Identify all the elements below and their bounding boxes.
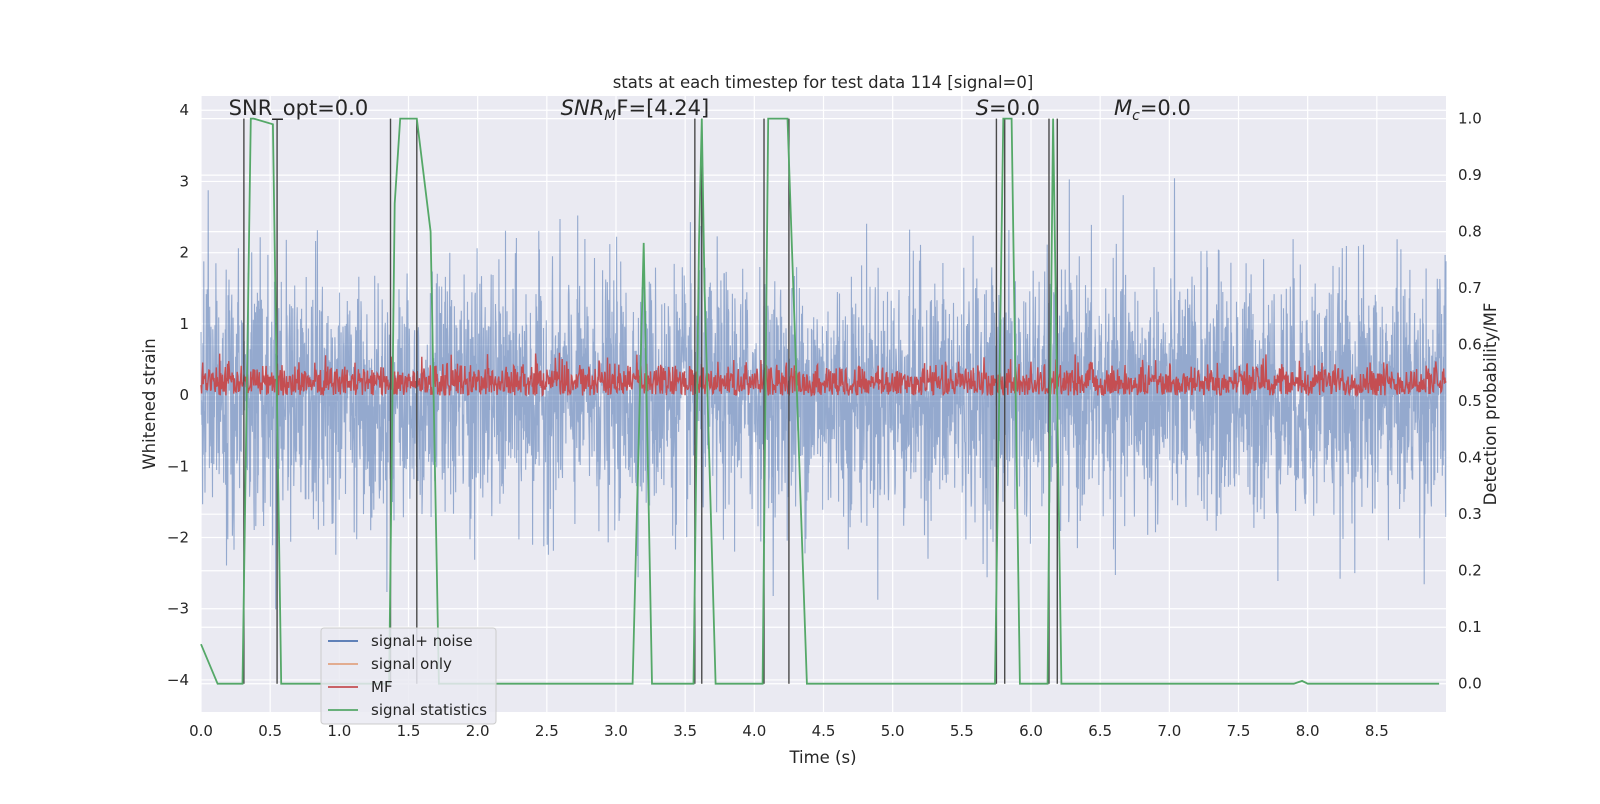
x-tick-label: 0.0 — [189, 722, 213, 740]
annotation-text: S=0.0 — [976, 96, 1040, 120]
legend-entry: signal only — [371, 655, 452, 673]
right-y-tick-label: 0.4 — [1458, 449, 1482, 467]
right-y-tick-label: 1.0 — [1458, 110, 1482, 128]
mf-series — [200, 352, 1447, 398]
mf-line — [200, 352, 1447, 398]
legend: signal+ noise signal only MF signal statist… — [320, 627, 497, 725]
x-tick-label: 4.0 — [742, 722, 766, 740]
x-tick-label: 2.0 — [466, 722, 490, 740]
signal-statistics-line — [200, 117, 1440, 685]
x-tick-label: 0.5 — [258, 722, 282, 740]
right-y-tick-label: 0.2 — [1458, 562, 1482, 580]
legend-entry: signal+ noise — [371, 632, 473, 650]
x-tick-label: 6.5 — [1088, 722, 1112, 740]
y-tick-label: 0 — [179, 386, 189, 404]
right-y-tick-label: 0.6 — [1458, 336, 1482, 354]
y-tick-label: −4 — [167, 671, 189, 689]
x-tick-label: 8.5 — [1365, 722, 1389, 740]
y-tick-label: −1 — [167, 457, 189, 475]
x-tick-label: 7.5 — [1227, 722, 1251, 740]
y-tick-label: 4 — [179, 101, 189, 119]
signal-statistics-series — [200, 117, 1440, 685]
x-tick-label: 3.5 — [673, 722, 697, 740]
x-tick-label: 5.5 — [950, 722, 974, 740]
x-tick-label: 1.0 — [327, 722, 351, 740]
x-axis-label: Time (s) — [788, 748, 856, 767]
signal-noise-series — [200, 178, 1447, 610]
y-tick-label: 2 — [179, 244, 189, 262]
right-y-tick-label: 0.5 — [1458, 392, 1482, 410]
annotation-text: Mc=0.0 — [1114, 96, 1191, 124]
x-tick-label: 5.0 — [881, 722, 905, 740]
y-tick-label: −2 — [167, 529, 189, 547]
y-tick-labels: −4 −3 −2 −1 0 1 2 3 4 — [167, 101, 189, 689]
right-y-tick-label: 0.7 — [1458, 279, 1482, 297]
signal-noise-line — [200, 178, 1447, 610]
right-y-tick-label: 0.3 — [1458, 505, 1482, 523]
right-y-tick-label: 0.8 — [1458, 223, 1482, 241]
right-y-tick-label: 0.1 — [1458, 618, 1482, 636]
x-tick-label: 8.0 — [1296, 722, 1320, 740]
right-y-tick-labels: 0.0 0.1 0.2 0.3 0.4 0.5 0.6 0.7 0.8 0.9 1.0 — [1458, 110, 1482, 693]
annotations: SNR_opt=0.0 SNRMF=[4.24] S=0.0 Mc=0.0 — [229, 96, 1191, 124]
x-tick-label: 4.5 — [812, 722, 836, 740]
right-y-axis-label: Detection probability/MF — [1481, 303, 1500, 506]
x-tick-label: 7.0 — [1157, 722, 1181, 740]
x-tick-label: 2.5 — [535, 722, 559, 740]
annotation-text: SNRMF=[4.24] — [561, 96, 710, 124]
y-tick-label: 1 — [179, 315, 189, 333]
y-tick-label: 3 — [179, 172, 189, 190]
x-tick-labels: 0.0 0.5 1.0 1.5 2.0 2.5 3.0 3.5 4.0 4.5 5.0 5.5 6.0 6… — [189, 722, 1389, 740]
legend-box — [320, 627, 497, 725]
y-axis-label: Whitened strain — [140, 338, 159, 469]
right-y-tick-label: 0.0 — [1458, 675, 1482, 693]
y-tick-label: −3 — [167, 600, 189, 618]
chart-title: stats at each timestep for test data 114… — [613, 73, 1034, 92]
x-tick-label: 3.0 — [604, 722, 628, 740]
x-tick-label: 6.0 — [1019, 722, 1043, 740]
legend-entry: MF — [371, 678, 393, 696]
x-tick-label: 1.5 — [397, 722, 421, 740]
right-y-tick-label: 0.9 — [1458, 166, 1482, 184]
annotation-text: SNR_opt=0.0 — [229, 96, 369, 121]
legend-entry: signal statistics — [371, 701, 487, 719]
